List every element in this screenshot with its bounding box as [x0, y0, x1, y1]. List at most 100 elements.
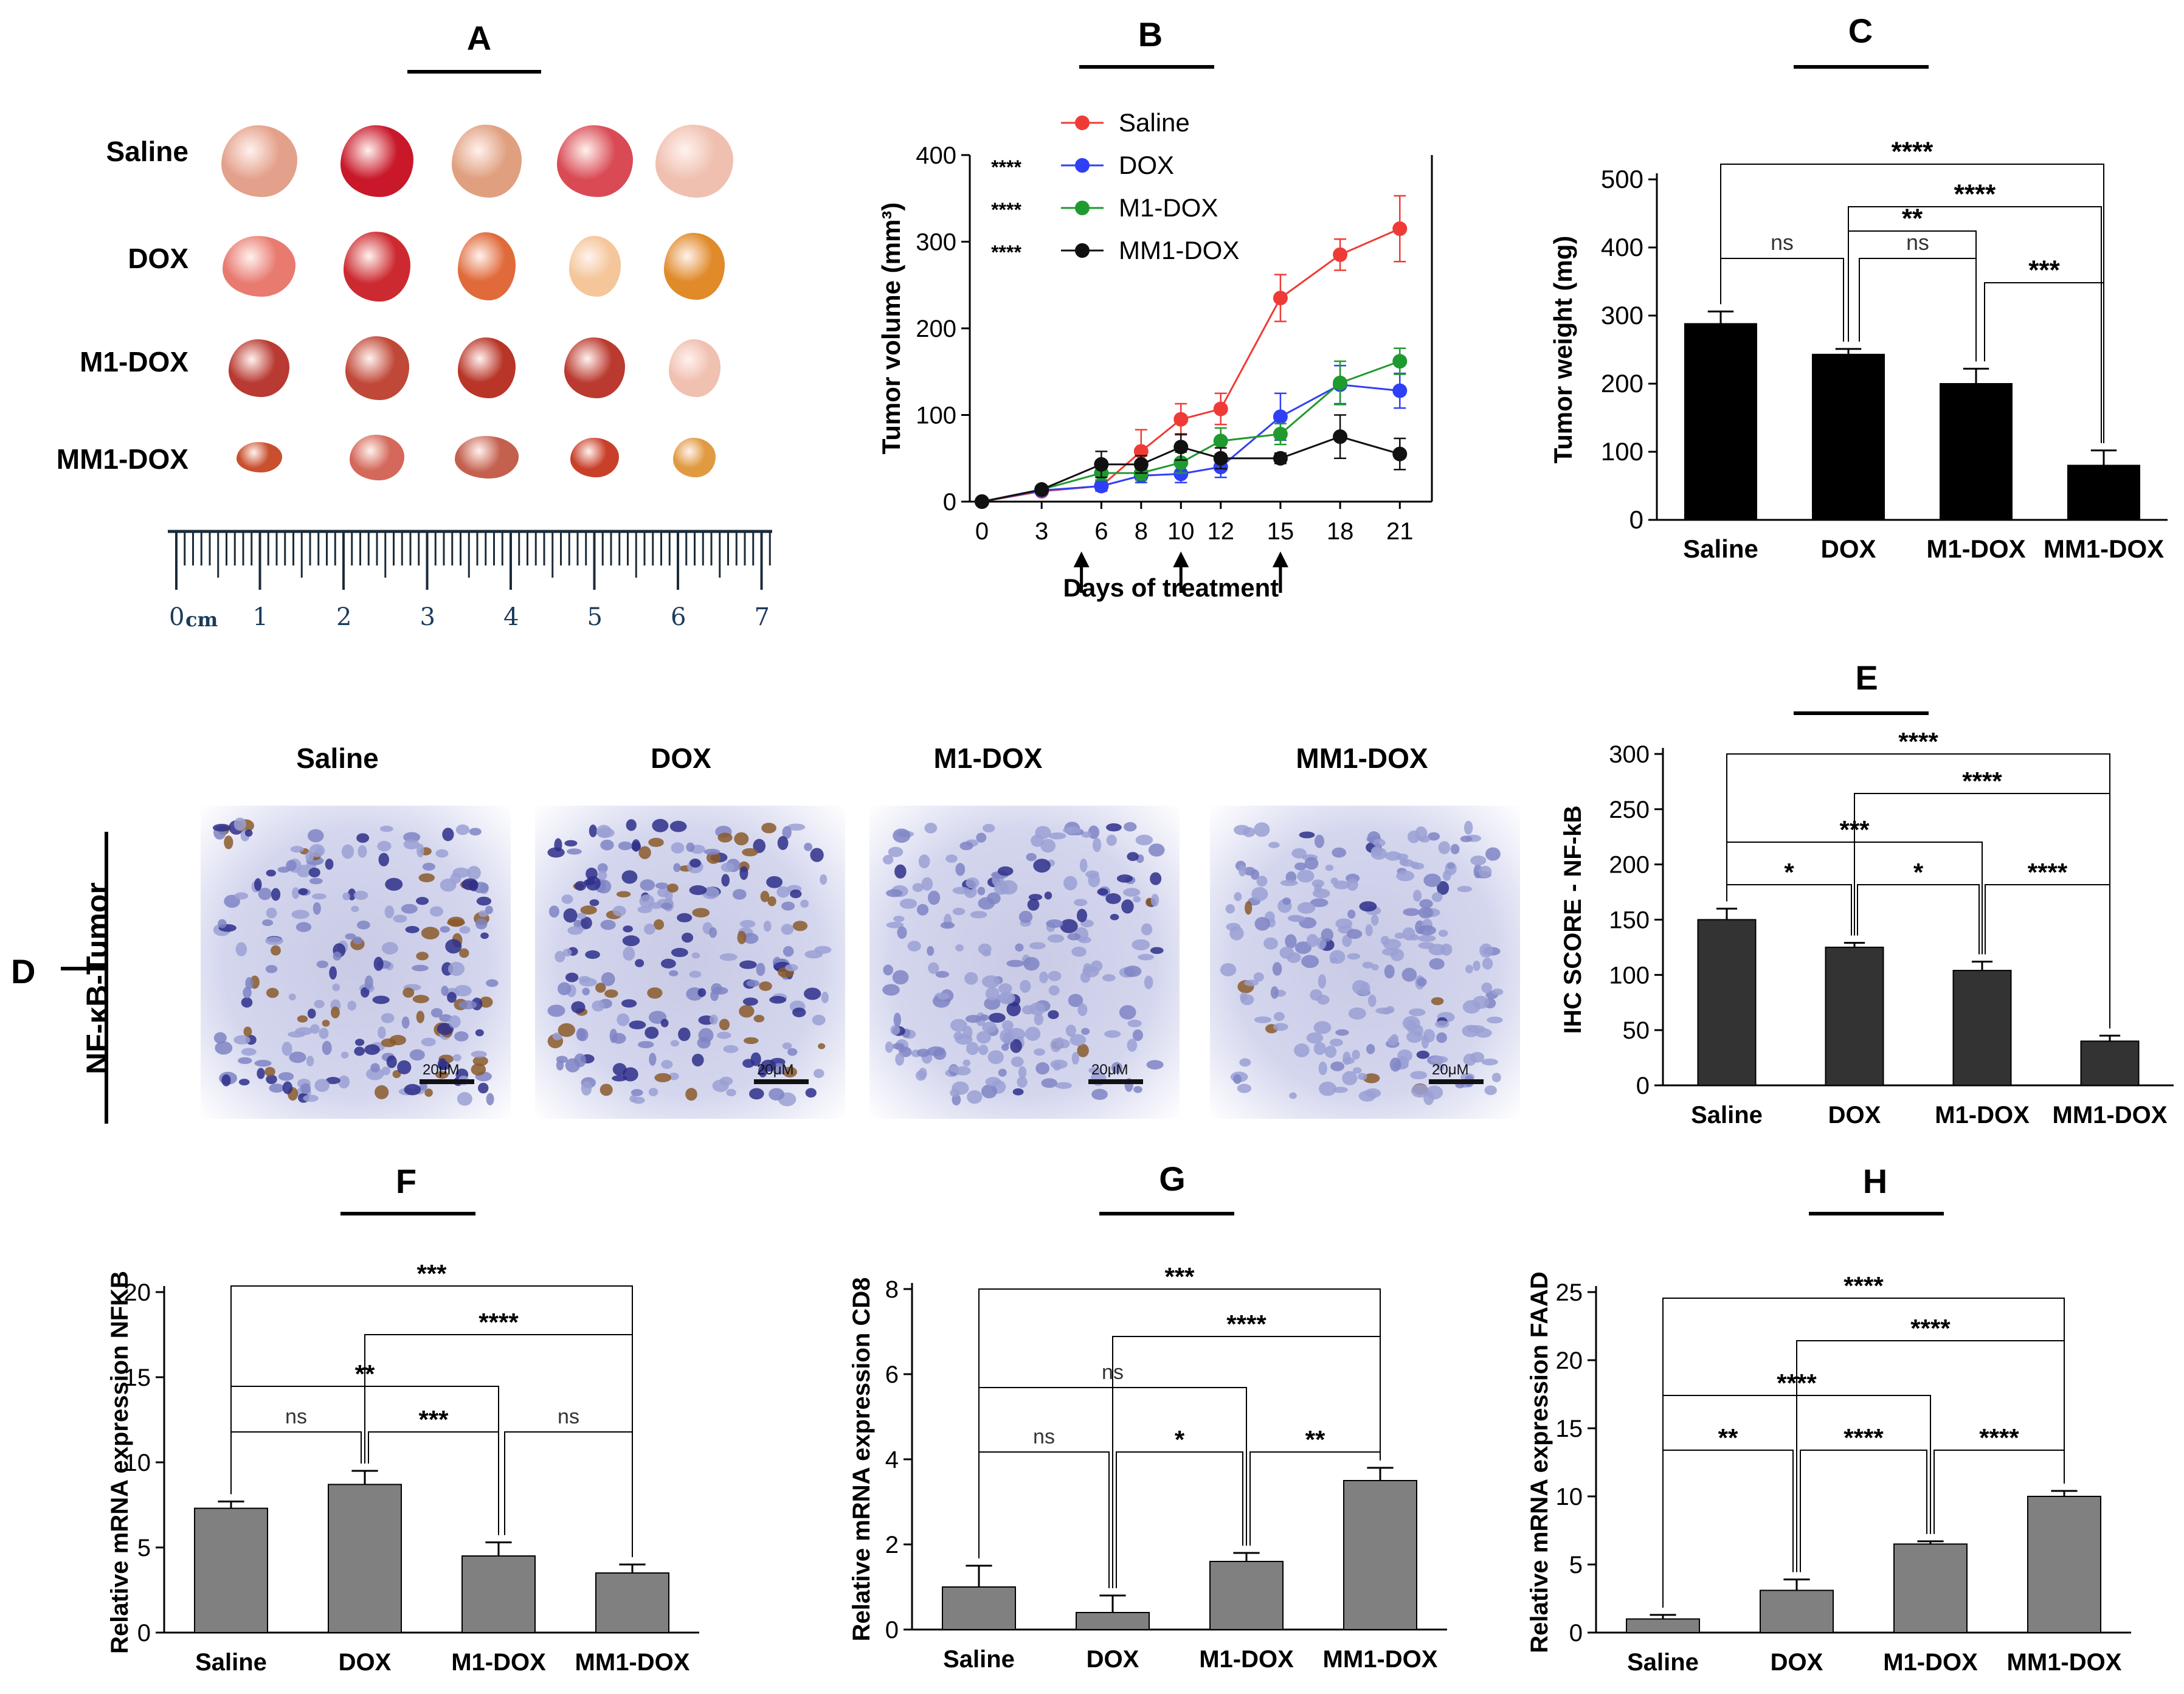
cell-nucleus [952, 887, 970, 894]
cell-nucleus [800, 899, 809, 908]
significance-bracket [1116, 1451, 1243, 1588]
cell-nucleus [600, 919, 616, 930]
cell-nucleus [1065, 1025, 1076, 1037]
x-tick-label: 0 [975, 518, 989, 545]
y-tick-label: 100 [1601, 437, 1643, 466]
cell-nucleus [262, 919, 274, 926]
cell-nucleus [238, 1079, 250, 1086]
significance-label: *** [418, 1405, 449, 1434]
cell-nucleus [1384, 964, 1395, 979]
cell-nucleus [1243, 866, 1256, 876]
cell-nucleus [300, 1083, 311, 1094]
cell-nucleus [976, 1031, 991, 1044]
cell-nucleus [1416, 1050, 1429, 1059]
tumor-photo [668, 339, 721, 397]
cell-nucleus [1132, 1029, 1143, 1042]
cell-nucleus [1020, 980, 1031, 993]
cell-nucleus [883, 964, 893, 976]
data-point [1133, 457, 1149, 472]
cell-nucleus [660, 958, 676, 969]
cell-nucleus [1358, 1073, 1367, 1080]
cell-nucleus [721, 862, 735, 873]
cell-nucleus [1389, 1057, 1401, 1072]
data-point [1213, 451, 1228, 466]
cell-nucleus [1431, 892, 1443, 902]
tumor-photo [673, 437, 716, 477]
cell-nucleus [1427, 832, 1440, 841]
cell-nucleus [1462, 1025, 1480, 1037]
cell-nucleus [1015, 943, 1024, 952]
cell-nucleus [895, 1053, 904, 1066]
cell-nucleus [1306, 934, 1319, 947]
cell-nucleus [565, 972, 579, 983]
cell-nucleus [759, 981, 772, 991]
cell-nucleus [640, 879, 655, 891]
cell-nucleus [212, 823, 231, 832]
cell-nucleus [997, 994, 1014, 1003]
cell-nucleus [1365, 924, 1373, 936]
x-tick-label: 3 [1035, 518, 1048, 545]
cell-nucleus [243, 1026, 252, 1037]
cell-nucleus [475, 918, 488, 930]
y-tick-label: 50 [1623, 1017, 1650, 1044]
cell-nucleus [278, 1072, 294, 1081]
cell-nucleus [345, 933, 356, 940]
cell-nucleus [235, 942, 247, 956]
cell-nucleus [418, 873, 435, 883]
cell-nucleus [1068, 994, 1083, 1008]
ihc-micrograph [869, 806, 1180, 1119]
cell-nucleus [213, 1032, 227, 1044]
category-label: M1-DOX [1935, 1102, 2030, 1129]
cell-nucleus [918, 854, 930, 869]
data-point [1333, 429, 1348, 444]
cell-nucleus [631, 842, 641, 851]
cell-nucleus [621, 870, 638, 884]
cell-nucleus [393, 914, 407, 923]
cell-nucleus [983, 823, 995, 833]
bar [328, 1484, 402, 1633]
tumor-photo [568, 236, 621, 297]
cell-nucleus [885, 1041, 894, 1053]
category-label: DOX [1771, 1649, 1823, 1676]
cell-nucleus [430, 1008, 443, 1018]
significance-label: **** [1844, 1423, 1884, 1452]
significance-bracket [1662, 1450, 1794, 1608]
significance-bracket [1720, 258, 1844, 342]
cell-nucleus [1123, 888, 1141, 897]
cell-nucleus [298, 888, 308, 896]
cell-nucleus [982, 1022, 997, 1033]
cell-nucleus [452, 1054, 461, 1062]
y-tick-label: 150 [1609, 907, 1650, 934]
cell-nucleus [333, 951, 342, 961]
cell-nucleus [471, 1063, 486, 1076]
cell-nucleus [950, 1018, 967, 1032]
cell-nucleus [1394, 932, 1405, 939]
treatment-arrowhead [1073, 551, 1090, 567]
ruler-label: 7 [754, 603, 770, 631]
cell-nucleus [1110, 914, 1119, 921]
ihc-micrograph [535, 806, 845, 1119]
cell-nucleus [567, 926, 583, 935]
cell-nucleus [416, 1011, 425, 1023]
cell-nucleus [271, 945, 281, 956]
data-point [1173, 455, 1189, 470]
cell-nucleus [1011, 1056, 1024, 1067]
cell-nucleus [685, 1088, 697, 1101]
cell-nucleus [361, 987, 370, 998]
cell-nucleus [1473, 960, 1481, 971]
cell-nucleus [1023, 956, 1040, 971]
row-label-m1dox: M1-DOX [80, 346, 188, 378]
x-tick-label: 15 [1267, 518, 1294, 545]
cell-nucleus [743, 933, 759, 944]
cell-nucleus [598, 870, 607, 880]
cell-nucleus [1415, 826, 1428, 841]
cell-nucleus [1254, 1016, 1272, 1023]
cell-nucleus [1121, 899, 1134, 914]
cell-nucleus [292, 887, 300, 899]
cell-nucleus [927, 890, 941, 905]
cell-nucleus [691, 1053, 704, 1067]
cell-nucleus [1150, 947, 1164, 954]
cell-nucleus [916, 1048, 930, 1057]
cell-nucleus [739, 960, 757, 969]
